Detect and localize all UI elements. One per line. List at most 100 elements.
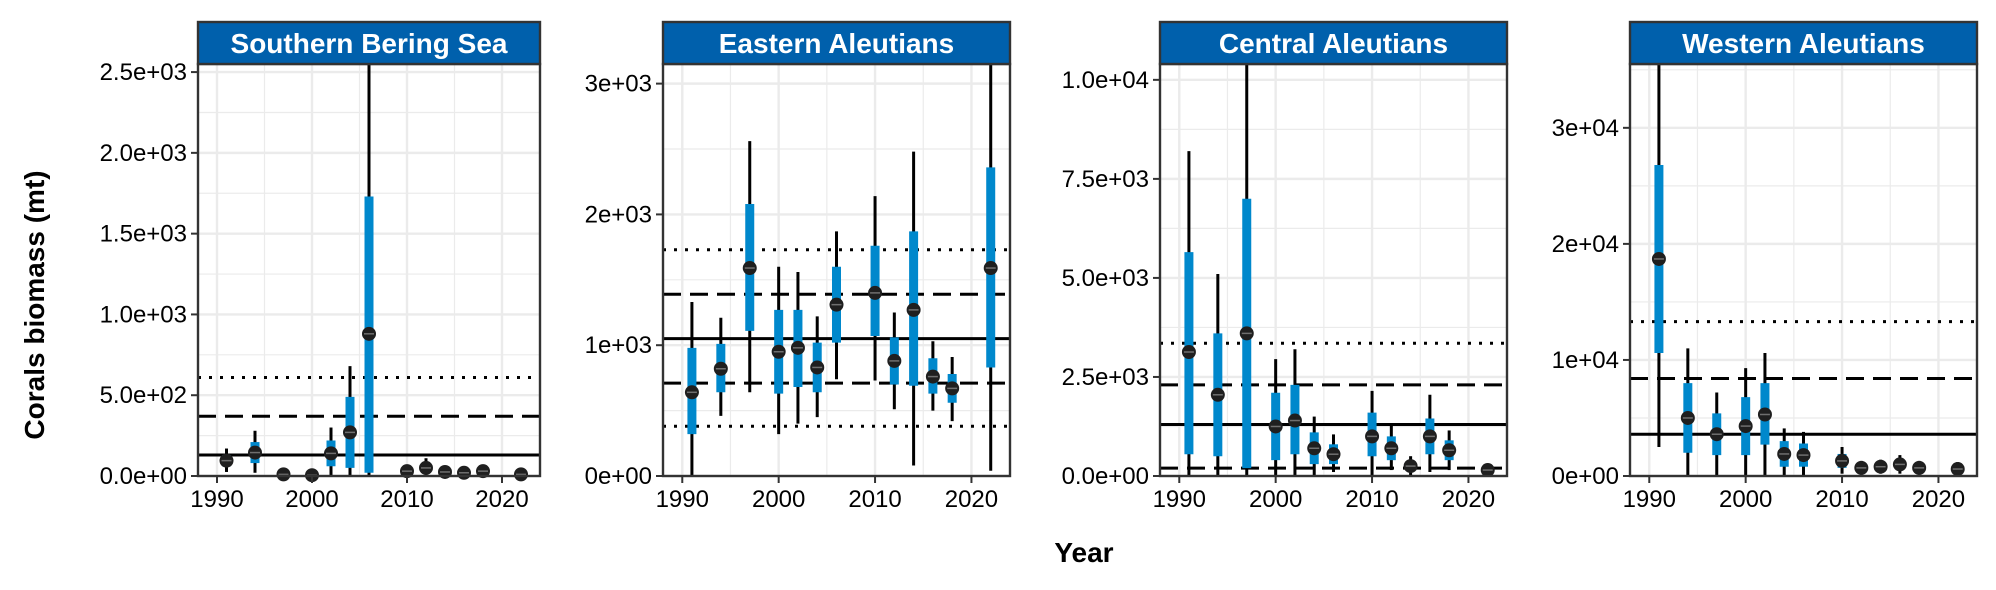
panel-3: Central Aleutians 1990 2000 2010 2020 0.0e+00… xyxy=(1062,20,1509,513)
x-tick-label: 2010 xyxy=(1345,486,1398,513)
x-tick-label: 2000 xyxy=(1719,486,1772,513)
y-tick-label: 2.5e+03 xyxy=(1062,364,1149,391)
data-point-2006 xyxy=(1796,431,1811,476)
y-axis-title: Corals biomass (mt) xyxy=(19,170,50,439)
data-point-2000 xyxy=(771,266,786,435)
data-point-2004 xyxy=(343,366,357,476)
x-tick-label: 2010 xyxy=(1815,486,1868,513)
data-point-1994 xyxy=(713,317,728,416)
data-point-1997 xyxy=(276,467,291,482)
data-point-2004 xyxy=(1777,428,1792,476)
y-tick-label: 1.0e+04 xyxy=(1062,67,1149,94)
data-point-2006 xyxy=(1326,434,1341,473)
data-point-2012 xyxy=(1384,424,1399,471)
data-point-2022 xyxy=(983,64,998,471)
y-tick-label: 1e+03 xyxy=(585,332,652,359)
data-point-2022 xyxy=(1950,462,1965,477)
data-point-2006 xyxy=(829,231,844,380)
x-tick-label: 2020 xyxy=(945,486,998,513)
data-point-2004 xyxy=(810,316,825,418)
panel-1: Southern Bering Sea 1990 2000 2010 2020 0.0e+… xyxy=(100,20,542,513)
x-tick-label: 2020 xyxy=(1912,486,1965,513)
data-point-2000 xyxy=(1738,368,1753,476)
x-tick-label: 2000 xyxy=(1249,486,1302,513)
data-point-1991 xyxy=(684,302,699,476)
strip-background xyxy=(1158,20,1509,66)
y-tick-label: 0.0e+00 xyxy=(1062,463,1149,490)
data-point-2010 xyxy=(1835,446,1850,474)
data-point-2016 xyxy=(1892,455,1907,474)
y-tick-label: 3e+03 xyxy=(585,71,652,98)
data-point-1997 xyxy=(1709,392,1724,476)
panel-4: Western Aleutians 1990 2000 2010 2020 0e+00 1e… xyxy=(1552,20,1979,513)
x-axis-title: Year xyxy=(1054,537,1113,568)
strip-background xyxy=(196,20,542,66)
y-tick-label: 0e+00 xyxy=(585,463,652,490)
data-point-2016 xyxy=(457,465,471,480)
strip-background xyxy=(1628,20,1979,66)
data-point-2002 xyxy=(790,271,805,424)
data-point-2012 xyxy=(419,458,433,476)
y-tick-label: 3e+04 xyxy=(1552,115,1619,142)
y-tick-label: 5.0e+03 xyxy=(1062,265,1149,292)
x-tick-label: 1990 xyxy=(1153,486,1206,513)
x-tick-label: 2020 xyxy=(1442,486,1495,513)
data-point-1994 xyxy=(248,430,262,473)
data-point-2018 xyxy=(476,464,490,479)
data-point-2022 xyxy=(514,467,528,482)
data-point-1994 xyxy=(1680,348,1695,476)
y-tick-label: 1.0e+03 xyxy=(100,301,187,328)
y-tick-label: 2e+04 xyxy=(1552,231,1619,258)
data-point-1997 xyxy=(742,141,757,393)
x-tick-label: 1990 xyxy=(190,486,243,513)
data-point-2000 xyxy=(1268,359,1283,476)
data-point-2016 xyxy=(1422,394,1437,473)
data-point-2010 xyxy=(400,464,414,479)
y-tick-label: 0e+00 xyxy=(1552,463,1619,490)
data-point-2022 xyxy=(1480,463,1495,478)
panel-2: Eastern Aleutians 1990 2000 2010 2020 0e+00 1e… xyxy=(585,20,1012,513)
data-point-2012 xyxy=(1854,460,1869,475)
data-point-2014 xyxy=(1403,456,1418,476)
data-point-1991 xyxy=(219,448,234,472)
data-point-2016 xyxy=(925,341,940,411)
x-tick-label: 1990 xyxy=(656,486,709,513)
data-point-2002 xyxy=(1757,352,1772,476)
data-point-2018 xyxy=(1912,460,1927,475)
data-point-1991 xyxy=(1651,64,1666,447)
y-tick-label: 5.0e+02 xyxy=(100,382,187,409)
data-point-2002 xyxy=(324,427,338,476)
y-tick-label: 1e+04 xyxy=(1552,347,1619,374)
strip-background xyxy=(661,20,1012,66)
data-point-2014 xyxy=(1873,459,1888,474)
x-tick-label: 2020 xyxy=(475,486,528,513)
data-point-2014 xyxy=(906,151,921,466)
x-tick-label: 2000 xyxy=(285,486,338,513)
x-tick-label: 2010 xyxy=(380,486,433,513)
panel-title: Central Aleutians xyxy=(1219,28,1448,59)
y-tick-label: 2.0e+03 xyxy=(100,140,187,167)
data-point-1991 xyxy=(1181,151,1196,476)
data-point-2018 xyxy=(945,356,960,422)
y-tick-label: 0.0e+00 xyxy=(100,463,187,490)
y-tick-label: 1.5e+03 xyxy=(100,221,187,248)
data-point-1997 xyxy=(1239,64,1254,476)
data-point-2010 xyxy=(1365,390,1380,476)
y-tick-label: 2e+03 xyxy=(585,201,652,228)
data-point-2010 xyxy=(868,196,883,381)
x-tick-label: 2010 xyxy=(848,486,901,513)
data-point-2002 xyxy=(1287,349,1302,476)
panel-title: Eastern Aleutians xyxy=(719,28,954,59)
data-point-2004 xyxy=(1307,416,1322,476)
x-tick-label: 1990 xyxy=(1623,486,1676,513)
y-tick-label: 2.5e+03 xyxy=(100,59,187,86)
panel-background xyxy=(1160,64,1507,476)
x-tick-label: 2000 xyxy=(752,486,805,513)
data-point-1994 xyxy=(1210,273,1225,476)
y-tick-label: 7.5e+03 xyxy=(1062,166,1149,193)
panel-title: Western Aleutians xyxy=(1682,28,1925,59)
data-point-2012 xyxy=(887,312,902,410)
panel-title: Southern Bering Sea xyxy=(231,28,508,59)
data-point-2006 xyxy=(362,64,376,476)
